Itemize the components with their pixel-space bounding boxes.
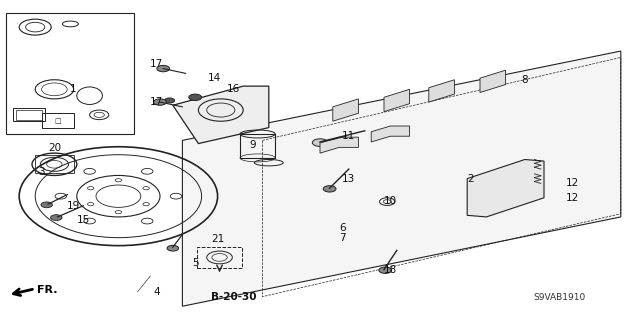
Text: 6: 6 [339, 223, 346, 233]
Text: 10: 10 [384, 196, 397, 206]
Bar [6, 13, 134, 134]
Bar [42, 113, 74, 128]
Bar [240, 134, 275, 158]
Circle shape [323, 186, 336, 192]
Text: 16: 16 [227, 84, 240, 94]
Text: 13: 13 [342, 174, 355, 184]
Text: 20: 20 [48, 143, 61, 153]
Text: 11: 11 [342, 130, 355, 141]
Text: 12: 12 [566, 178, 579, 189]
Polygon shape [371, 126, 410, 142]
Polygon shape [320, 137, 358, 153]
Circle shape [154, 99, 166, 105]
Text: 19: 19 [67, 201, 80, 211]
Text: 4: 4 [154, 287, 160, 297]
Text: 17: 17 [150, 97, 163, 107]
Bar [16, 110, 42, 120]
Text: 7: 7 [339, 233, 346, 243]
Text: S9VAB1910: S9VAB1910 [534, 293, 586, 302]
Polygon shape [333, 99, 358, 121]
Text: 15: 15 [77, 215, 90, 225]
Text: 1: 1 [70, 84, 77, 94]
Text: 14: 14 [208, 73, 221, 83]
Text: □: □ [54, 118, 61, 123]
Bar [35, 155, 74, 173]
Polygon shape [429, 80, 454, 102]
Circle shape [312, 139, 328, 146]
Circle shape [41, 202, 52, 208]
Circle shape [379, 267, 392, 273]
Circle shape [51, 215, 62, 220]
Text: 5: 5 [192, 258, 198, 268]
Polygon shape [467, 160, 544, 217]
Polygon shape [182, 51, 621, 306]
Text: 9: 9 [250, 140, 256, 150]
Text: 21: 21 [211, 234, 224, 244]
Polygon shape [384, 89, 410, 112]
Bar [13, 108, 45, 121]
Circle shape [164, 98, 175, 103]
Text: 17: 17 [150, 59, 163, 69]
Text: 8: 8 [522, 75, 528, 85]
Text: B-20-30: B-20-30 [211, 292, 257, 302]
Circle shape [157, 65, 170, 72]
Text: 12: 12 [566, 193, 579, 203]
Circle shape [167, 245, 179, 251]
Circle shape [189, 94, 202, 100]
Text: FR.: FR. [37, 285, 58, 295]
Bar [197, 247, 242, 268]
Text: 3: 3 [38, 167, 45, 177]
Polygon shape [173, 86, 269, 144]
Text: 18: 18 [384, 264, 397, 275]
Text: 2: 2 [467, 174, 474, 184]
Polygon shape [480, 70, 506, 93]
